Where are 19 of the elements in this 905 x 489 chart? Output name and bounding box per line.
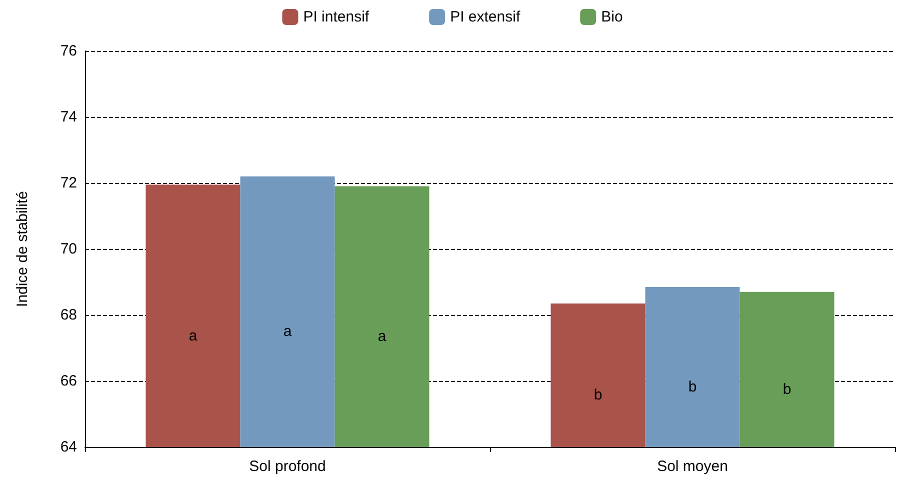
data-label: a [378, 328, 387, 346]
x-tick-label: Sol moyen [657, 458, 728, 475]
y-tick-label: 76 [60, 42, 77, 60]
legend-label: Bio [601, 8, 623, 26]
y-tick-label: 68 [60, 306, 77, 324]
y-axis-title: Indice de stabilité [14, 191, 31, 307]
data-label: b [688, 378, 697, 396]
y-tick-label: 74 [60, 108, 77, 126]
data-label: b [594, 386, 602, 404]
legend-label: PI intensif [303, 8, 370, 26]
y-tick-label: 72 [60, 174, 77, 192]
legend-label: PI extensif [450, 8, 521, 26]
data-label: a [283, 323, 292, 340]
data-label: b [782, 380, 792, 398]
y-tick-label: 70 [60, 240, 77, 258]
data-label: a [188, 327, 198, 344]
y-tick-label: 64 [60, 438, 77, 456]
x-tick-label: Sol profond [249, 458, 326, 475]
y-tick-label: 66 [60, 372, 77, 390]
